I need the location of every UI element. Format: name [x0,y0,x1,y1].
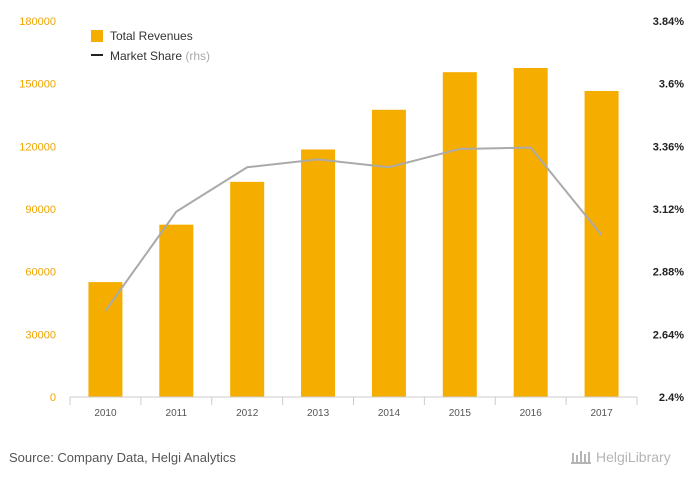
right-tick-label: 3.84% [653,16,684,28]
legend-market-share: Market Share (rhs) [110,49,210,63]
market-share-point-2017 [601,234,603,236]
market-share-point-2016 [530,147,532,149]
x-tick-label: 2014 [378,408,401,419]
x-tick-label: 2013 [307,408,330,419]
left-tick-label: 120000 [19,141,56,153]
right-tick-label: 2.88% [653,267,684,279]
right-tick-label: 2.4% [659,392,684,404]
brand-name: HelgiLibrary [596,449,671,465]
bar-2014 [371,109,406,398]
left-tick-label: 60000 [25,267,56,279]
bar-2010 [88,282,123,397]
legend-rhs-note: (rhs) [185,49,210,63]
bar-2015 [442,72,477,397]
left-tick-label: 150000 [19,79,56,91]
x-tick-label: 2016 [520,408,543,419]
bar-2016 [513,68,548,397]
legend-total-revenues: Total Revenues [110,29,193,43]
bar-2017 [584,90,619,397]
right-tick-label: 3.36% [653,141,684,153]
x-tick-label: 2012 [236,408,259,419]
library-icon [571,451,591,464]
left-tick-label: 30000 [25,329,56,341]
bar-2012 [230,181,265,397]
bar-2011 [159,224,194,397]
brand-logo: HelgiLibrary [570,448,671,466]
left-tick-label: 0 [50,392,56,404]
x-tick-label: 2011 [166,408,188,419]
market-share-point-2011 [175,211,177,213]
market-share-point-2014 [388,166,390,168]
bar-2013 [301,149,336,397]
x-tick-label: 2010 [94,408,117,419]
left-tick-label: 90000 [25,204,56,216]
axes-layer: 2010 2011 2012 2013 2014 2015 2016 2017 0 30000 60… [19,16,684,419]
line-layer [104,146,603,312]
source-note: Source: Company Data, Helgi Analytics [9,450,236,465]
left-tick-label: 180000 [19,16,56,28]
x-tick-label: 2015 [449,408,472,419]
market-share-point-2015 [459,148,461,150]
right-tick-label: 3.12% [653,204,684,216]
legend-bar-swatch [91,30,103,42]
market-share-point-2010 [104,310,106,312]
market-share-line [104,146,603,312]
legend: Total Revenues Market Share (rhs) [91,29,210,63]
x-tick-label: 2017 [590,408,613,419]
market-share-point-2012 [246,166,248,168]
right-tick-label: 2.64% [653,329,684,341]
right-tick-label: 3.6% [659,79,684,91]
bars-layer [88,68,619,398]
market-share-point-2013 [317,158,319,160]
